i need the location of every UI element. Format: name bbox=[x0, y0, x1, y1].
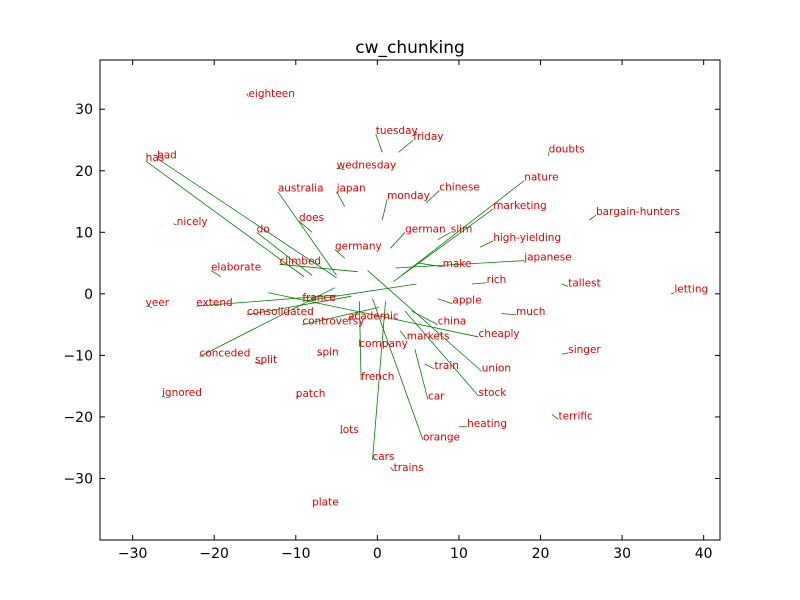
word-label-slim: slim bbox=[451, 223, 473, 235]
word-label-climbed: climbed bbox=[279, 255, 321, 267]
word-label-elaborate: elaborate bbox=[211, 261, 261, 273]
x-tick-label: 30 bbox=[613, 546, 631, 562]
leader-line-train bbox=[425, 364, 435, 369]
word-label-rich: rich bbox=[487, 274, 507, 286]
x-tick-label: 10 bbox=[450, 546, 468, 562]
y-tick-label: −10 bbox=[63, 348, 93, 364]
x-tick-label: −10 bbox=[281, 546, 311, 562]
word-label-tallest: tallest bbox=[568, 277, 600, 289]
leader-line-monday bbox=[382, 199, 387, 220]
word-label-orange: orange bbox=[423, 431, 460, 443]
word-label-apple: apple bbox=[452, 295, 481, 307]
word-label-japanese: japanese bbox=[523, 252, 572, 264]
word-label-wednesday: wednesday bbox=[337, 159, 397, 171]
word-label-friday: friday bbox=[413, 131, 443, 143]
word-label-trains: trains bbox=[394, 462, 424, 474]
word-label-doubts: doubts bbox=[549, 143, 585, 155]
word-label-has: has bbox=[146, 152, 165, 164]
x-tick-label: −20 bbox=[199, 546, 229, 562]
y-tick-label: −20 bbox=[63, 410, 93, 426]
word-label-cars: cars bbox=[372, 451, 394, 463]
word-label-markets: markets bbox=[407, 330, 450, 342]
word-label-spin: spin bbox=[317, 346, 339, 358]
word-label-train: train bbox=[434, 360, 458, 372]
word-label-do: do bbox=[257, 223, 270, 235]
x-tick-label: 0 bbox=[373, 546, 382, 562]
word-label-union: union bbox=[482, 362, 511, 374]
y-tick-label: 0 bbox=[84, 287, 93, 303]
word-label-controversy: controversy bbox=[302, 316, 364, 328]
chart-title: cw_chunking bbox=[355, 38, 465, 58]
leader-line-do bbox=[257, 232, 312, 275]
word-label-french: french bbox=[361, 371, 394, 383]
leader-line-much bbox=[501, 314, 516, 315]
word-label-japan: japan bbox=[336, 183, 366, 195]
word-label-terrific: terrific bbox=[558, 410, 593, 422]
word-label-patch: patch bbox=[296, 388, 326, 400]
leader-line-apple bbox=[438, 299, 453, 304]
x-tick-label: 20 bbox=[532, 546, 550, 562]
word-label-monday: monday bbox=[387, 190, 430, 202]
leader-line-german bbox=[390, 232, 405, 248]
word-label-germany: germany bbox=[335, 241, 382, 253]
x-tick-label: 40 bbox=[695, 546, 713, 562]
leader-line-friday bbox=[399, 140, 414, 152]
x-tick-label: −30 bbox=[118, 546, 148, 562]
word-label-split: split bbox=[255, 354, 277, 366]
word-label-much: much bbox=[516, 306, 545, 318]
word-label-high-yielding: high-yielding bbox=[493, 232, 561, 244]
word-label-cheaply: cheaply bbox=[479, 328, 520, 340]
word-label-bargain-hunters: bargain-hunters bbox=[596, 206, 680, 218]
word-label-company: company bbox=[359, 338, 407, 350]
leader-line-car bbox=[415, 349, 428, 399]
y-tick-label: 30 bbox=[75, 102, 93, 118]
word-label-does: does bbox=[299, 212, 324, 224]
word-label-heating: heating bbox=[467, 418, 507, 430]
y-tick-label: 10 bbox=[75, 225, 93, 241]
word-label-german: german bbox=[405, 223, 446, 235]
word-label-plate: plate bbox=[312, 497, 339, 509]
word-label-eighteen: eighteen bbox=[248, 88, 294, 100]
word-label-make: make bbox=[443, 258, 472, 270]
word-label-ignored: ignored bbox=[162, 387, 202, 399]
word-label-china: china bbox=[438, 316, 466, 328]
word-label-stock: stock bbox=[479, 387, 508, 399]
word-label-marketing: marketing bbox=[493, 200, 547, 212]
word-label-nature: nature bbox=[524, 172, 558, 184]
y-tick-label: −30 bbox=[63, 471, 93, 487]
word-label-australia: australia bbox=[278, 183, 324, 195]
word-label-car: car bbox=[428, 391, 445, 403]
word-label-extend: extend bbox=[196, 297, 232, 309]
word-label-nicely: nicely bbox=[177, 216, 208, 228]
leader-line-high-yielding bbox=[480, 241, 493, 247]
word-label-veer: veer bbox=[146, 297, 170, 309]
word-label-singer: singer bbox=[568, 344, 601, 356]
word-label-chinese: chinese bbox=[439, 181, 479, 193]
word-label-tuesday: tuesday bbox=[376, 125, 418, 137]
word-label-letting: letting bbox=[674, 284, 708, 296]
leader-line-rich bbox=[472, 283, 487, 284]
y-tick-label: 20 bbox=[75, 164, 93, 180]
word-label-lots: lots bbox=[340, 424, 359, 436]
word-label-france: france bbox=[302, 292, 335, 304]
word-label-conceded: conceded bbox=[200, 348, 251, 360]
